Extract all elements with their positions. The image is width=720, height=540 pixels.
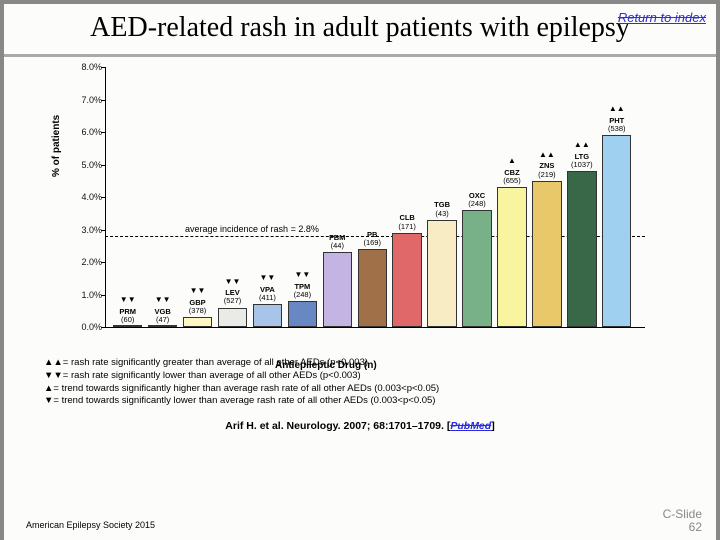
bar <box>427 220 456 327</box>
bar-label: PHT(538) <box>599 117 634 134</box>
bar-label: PRM(60) <box>110 308 145 325</box>
bar-sig: ▼▼ <box>110 296 145 304</box>
bar-label: VGB(47) <box>145 308 180 325</box>
rash-bar-chart: % of patients Antiepileptic Drug (n) 0.0… <box>55 67 665 347</box>
y-tick-label: 7.0% <box>67 95 102 105</box>
y-tick-label: 1.0% <box>67 290 102 300</box>
bar <box>253 304 282 327</box>
citation-text: Arif H. et al. Neurology. 2007; 68:1701–… <box>225 420 450 432</box>
bar <box>148 325 177 327</box>
legend-line: ▲= trend towards significantly higher th… <box>44 383 676 396</box>
legend-line: ▼= trend towards significantly lower tha… <box>44 395 676 408</box>
bar <box>567 171 596 327</box>
bar-label: PB(169) <box>355 231 390 248</box>
bar-label: LTG(1037) <box>564 153 599 170</box>
y-tick-label: 0.0% <box>67 322 102 332</box>
x-axis <box>105 327 645 328</box>
citation-close: ] <box>491 420 495 432</box>
return-to-index-link[interactable]: Return to index <box>618 10 706 25</box>
bar <box>532 181 561 327</box>
slide-title: AED-related rash in adult patients with … <box>4 4 716 57</box>
bar <box>183 317 212 327</box>
footer-org: American Epilepsy Society 2015 <box>26 520 155 530</box>
bar <box>602 135 631 327</box>
bar-label: LEV(527) <box>215 289 250 306</box>
y-axis <box>105 67 106 327</box>
y-tick-label: 8.0% <box>67 62 102 72</box>
bar-sig: ▼▼ <box>145 296 180 304</box>
bar-sig: ▼▼ <box>285 271 320 279</box>
bar-sig: ▲▲ <box>599 105 634 113</box>
bar-sig: ▼▼ <box>215 278 250 286</box>
bar <box>358 249 387 327</box>
y-axis-label: % of patients <box>51 115 62 177</box>
bar <box>323 252 352 327</box>
pubmed-link[interactable]: PubMed <box>450 420 491 432</box>
y-tick-label: 3.0% <box>67 225 102 235</box>
slide-number: C-Slide 62 <box>663 508 702 534</box>
y-tick-label: 2.0% <box>67 257 102 267</box>
bar-label: CBZ(655) <box>494 169 529 186</box>
bar-label: ZNS(219) <box>529 162 564 179</box>
avg-label: average incidence of rash = 2.8% <box>185 224 319 234</box>
bar <box>218 308 247 328</box>
y-tick-label: 4.0% <box>67 192 102 202</box>
bar <box>462 210 491 327</box>
bar <box>497 187 526 327</box>
bar-label: CLB(171) <box>389 214 424 231</box>
bar <box>113 325 142 327</box>
bar-label: TGB(43) <box>424 201 459 218</box>
bar-label: TPM(248) <box>285 283 320 300</box>
bar-label: FBM(44) <box>320 234 355 251</box>
slide-num: 62 <box>689 520 702 534</box>
y-tick-label: 5.0% <box>67 160 102 170</box>
bar <box>392 233 421 327</box>
x-axis-label: Antiepileptic Drug (n) <box>275 360 377 371</box>
y-tick-label: 6.0% <box>67 127 102 137</box>
slide-label: C-Slide <box>663 507 702 521</box>
bar-label: OXC(248) <box>459 192 494 209</box>
bar-label: GBP(378) <box>180 299 215 316</box>
bar-sig: ▼▼ <box>180 287 215 295</box>
bar-sig: ▲▲ <box>564 141 599 149</box>
bar <box>288 301 317 327</box>
citation: Arif H. et al. Neurology. 2007; 68:1701–… <box>4 414 716 432</box>
bar-sig: ▲▲ <box>529 151 564 159</box>
legend-line: ▼▼= rash rate significantly lower than a… <box>44 370 676 383</box>
bar-sig: ▼▼ <box>250 274 285 282</box>
bar-label: VPA(411) <box>250 286 285 303</box>
bar-sig: ▲ <box>494 157 529 165</box>
